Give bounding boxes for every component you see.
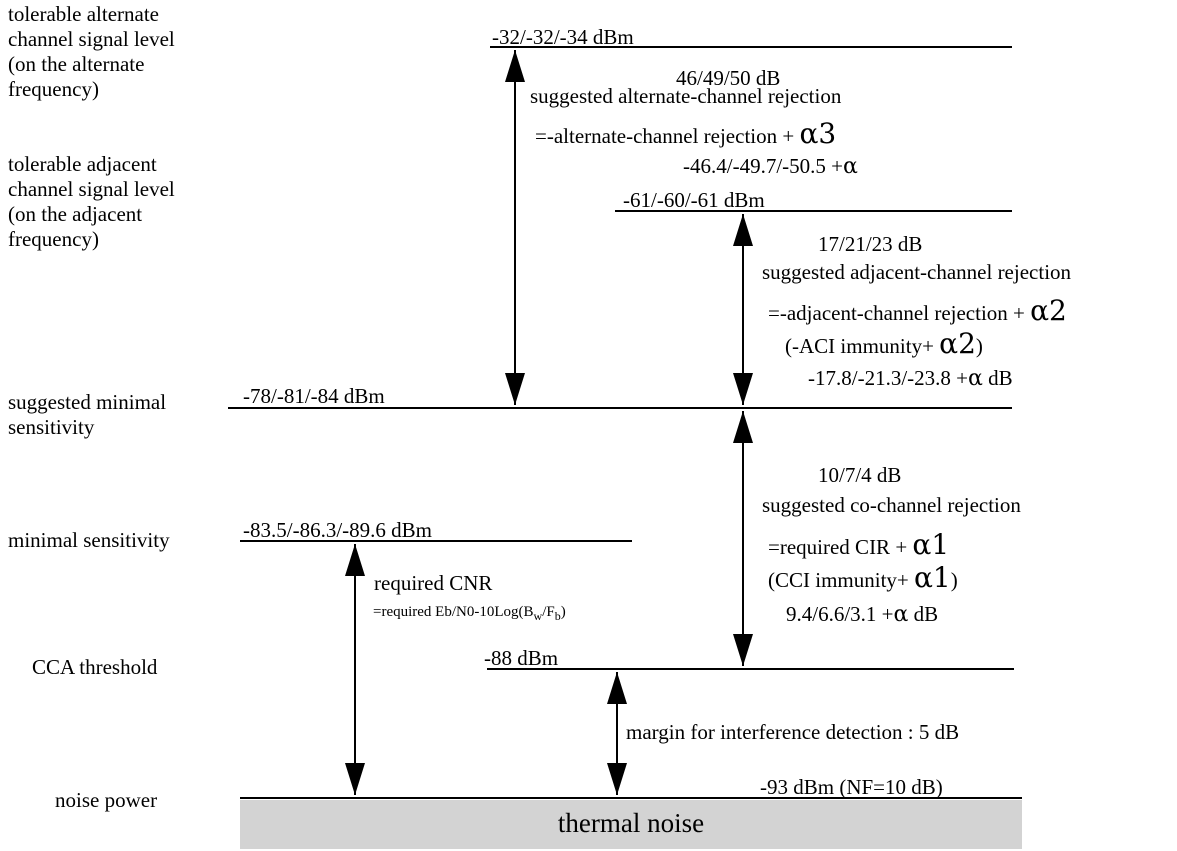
alpha-symbol: α	[968, 366, 983, 391]
cca-threshold-label: CCA threshold	[32, 655, 158, 679]
cochannel-rejection-formula: =required CIR + α1	[768, 531, 949, 559]
tolerable-adjacent-label: tolerable adjacent channel signal level …	[8, 152, 175, 252]
label-line: tolerable adjacent	[8, 152, 157, 176]
cca-level-value: -88 dBm	[484, 646, 559, 670]
formula-text: =required CIR +	[768, 535, 913, 559]
tolerable-alternate-label: tolerable alternate channel signal level…	[8, 2, 175, 102]
cnr-arrow	[345, 544, 365, 795]
label-line: channel signal level	[8, 27, 175, 51]
label-line: sensitivity	[8, 415, 95, 439]
adjacent-rejection-arrow	[733, 214, 753, 405]
alternate-rejection-arrow	[505, 50, 525, 405]
alternate-rejection-value: 46/49/50 dB	[676, 66, 781, 90]
alpha-symbol: α1	[914, 561, 951, 594]
cochannel-rejection-title: suggested co-channel rejection	[762, 493, 1021, 517]
thermal-noise-label: thermal noise	[557, 808, 705, 838]
noise-power-label: noise power	[55, 788, 158, 812]
alpha-symbol: α2	[939, 327, 976, 360]
formula-text: =-adjacent-channel rejection +	[768, 301, 1031, 325]
label-line: suggested minimal	[8, 390, 167, 414]
min-sensitivity-level-value: -83.5/-86.3/-89.6 dBm	[243, 518, 432, 542]
adjacent-level-value: -61/-60/-61 dBm	[623, 188, 765, 212]
cochannel-rejection-arrow	[733, 411, 753, 666]
adjacent-rejection-numbers: -17.8/-21.3/-23.8 +α dB	[808, 368, 1013, 390]
immunity-close: )	[950, 568, 958, 592]
suggested-min-sensitivity-label: suggested minimal sensitivity	[8, 390, 166, 440]
label-line: (on the alternate	[8, 52, 145, 76]
margin-arrow	[607, 672, 627, 795]
immunity-close: )	[975, 334, 983, 358]
alpha-symbol: α1	[912, 528, 950, 561]
formula-text: )	[560, 604, 566, 620]
alpha-symbol: α	[843, 154, 858, 179]
numbers-text: -17.8/-21.3/-23.8 +	[808, 366, 968, 390]
cochannel-rejection-numbers: 9.4/6.6/3.1 +α dB	[786, 604, 938, 626]
alpha-symbol: α2	[1030, 294, 1067, 327]
alternate-rejection-formula: =-alternate-channel rejection + α3	[535, 120, 836, 148]
alternate-rejection-numbers: -46.4/-49.7/-50.5 +α	[683, 156, 858, 178]
immunity-text: (-ACI immunity+	[785, 334, 940, 358]
label-line: (on the adjacent	[8, 202, 143, 226]
adjacent-rejection-value: 17/21/23 dB	[818, 232, 923, 256]
immunity-text: (CCI immunity+	[768, 568, 915, 592]
formula-text: =-alternate-channel rejection +	[535, 124, 800, 148]
formula-text: /F	[542, 604, 555, 620]
cochannel-rejection-value: 10/7/4 dB	[818, 463, 902, 487]
adjacent-rejection-formula: =-adjacent-channel rejection + α2	[768, 297, 1067, 325]
alternate-rejection-title: suggested alternate-channel rejection	[530, 84, 842, 108]
formula-subscript: b	[554, 609, 561, 623]
formula-subscript: w	[533, 609, 543, 623]
label-line: tolerable alternate	[8, 2, 159, 26]
adjacent-rejection-title: suggested adjacent-channel rejection	[762, 260, 1072, 284]
label-line: frequency)	[8, 77, 99, 101]
suggested-min-level-value: -78/-81/-84 dBm	[243, 384, 385, 408]
thermal-noise-band	[240, 800, 1022, 849]
alpha-symbol: α3	[799, 117, 837, 150]
label-line: channel signal level	[8, 177, 175, 201]
numbers-text: -46.4/-49.7/-50.5 +	[683, 154, 843, 178]
noise-level-value: -93 dBm (NF=10 dB)	[760, 775, 943, 799]
label-line: frequency)	[8, 227, 99, 251]
numbers-text: 9.4/6.6/3.1 +	[786, 602, 894, 626]
min-sensitivity-label: minimal sensitivity	[8, 528, 170, 552]
formula-text: =required Eb/N0-10Log(B	[373, 604, 534, 620]
unit-text: dB	[982, 366, 1013, 390]
unit-text: dB	[908, 602, 939, 626]
margin-label: margin for interference detection : 5 dB	[626, 720, 960, 744]
cnr-formula: =required Eb/N0-10Log(Bw/Fb)	[373, 604, 566, 623]
cci-immunity: (CCI immunity+ α1)	[768, 564, 958, 592]
aci-immunity: (-ACI immunity+ α2)	[785, 330, 983, 358]
alternate-level-value: -32/-32/-34 dBm	[492, 25, 634, 49]
cnr-title: required CNR	[374, 571, 493, 595]
alpha-symbol: α	[893, 602, 909, 627]
